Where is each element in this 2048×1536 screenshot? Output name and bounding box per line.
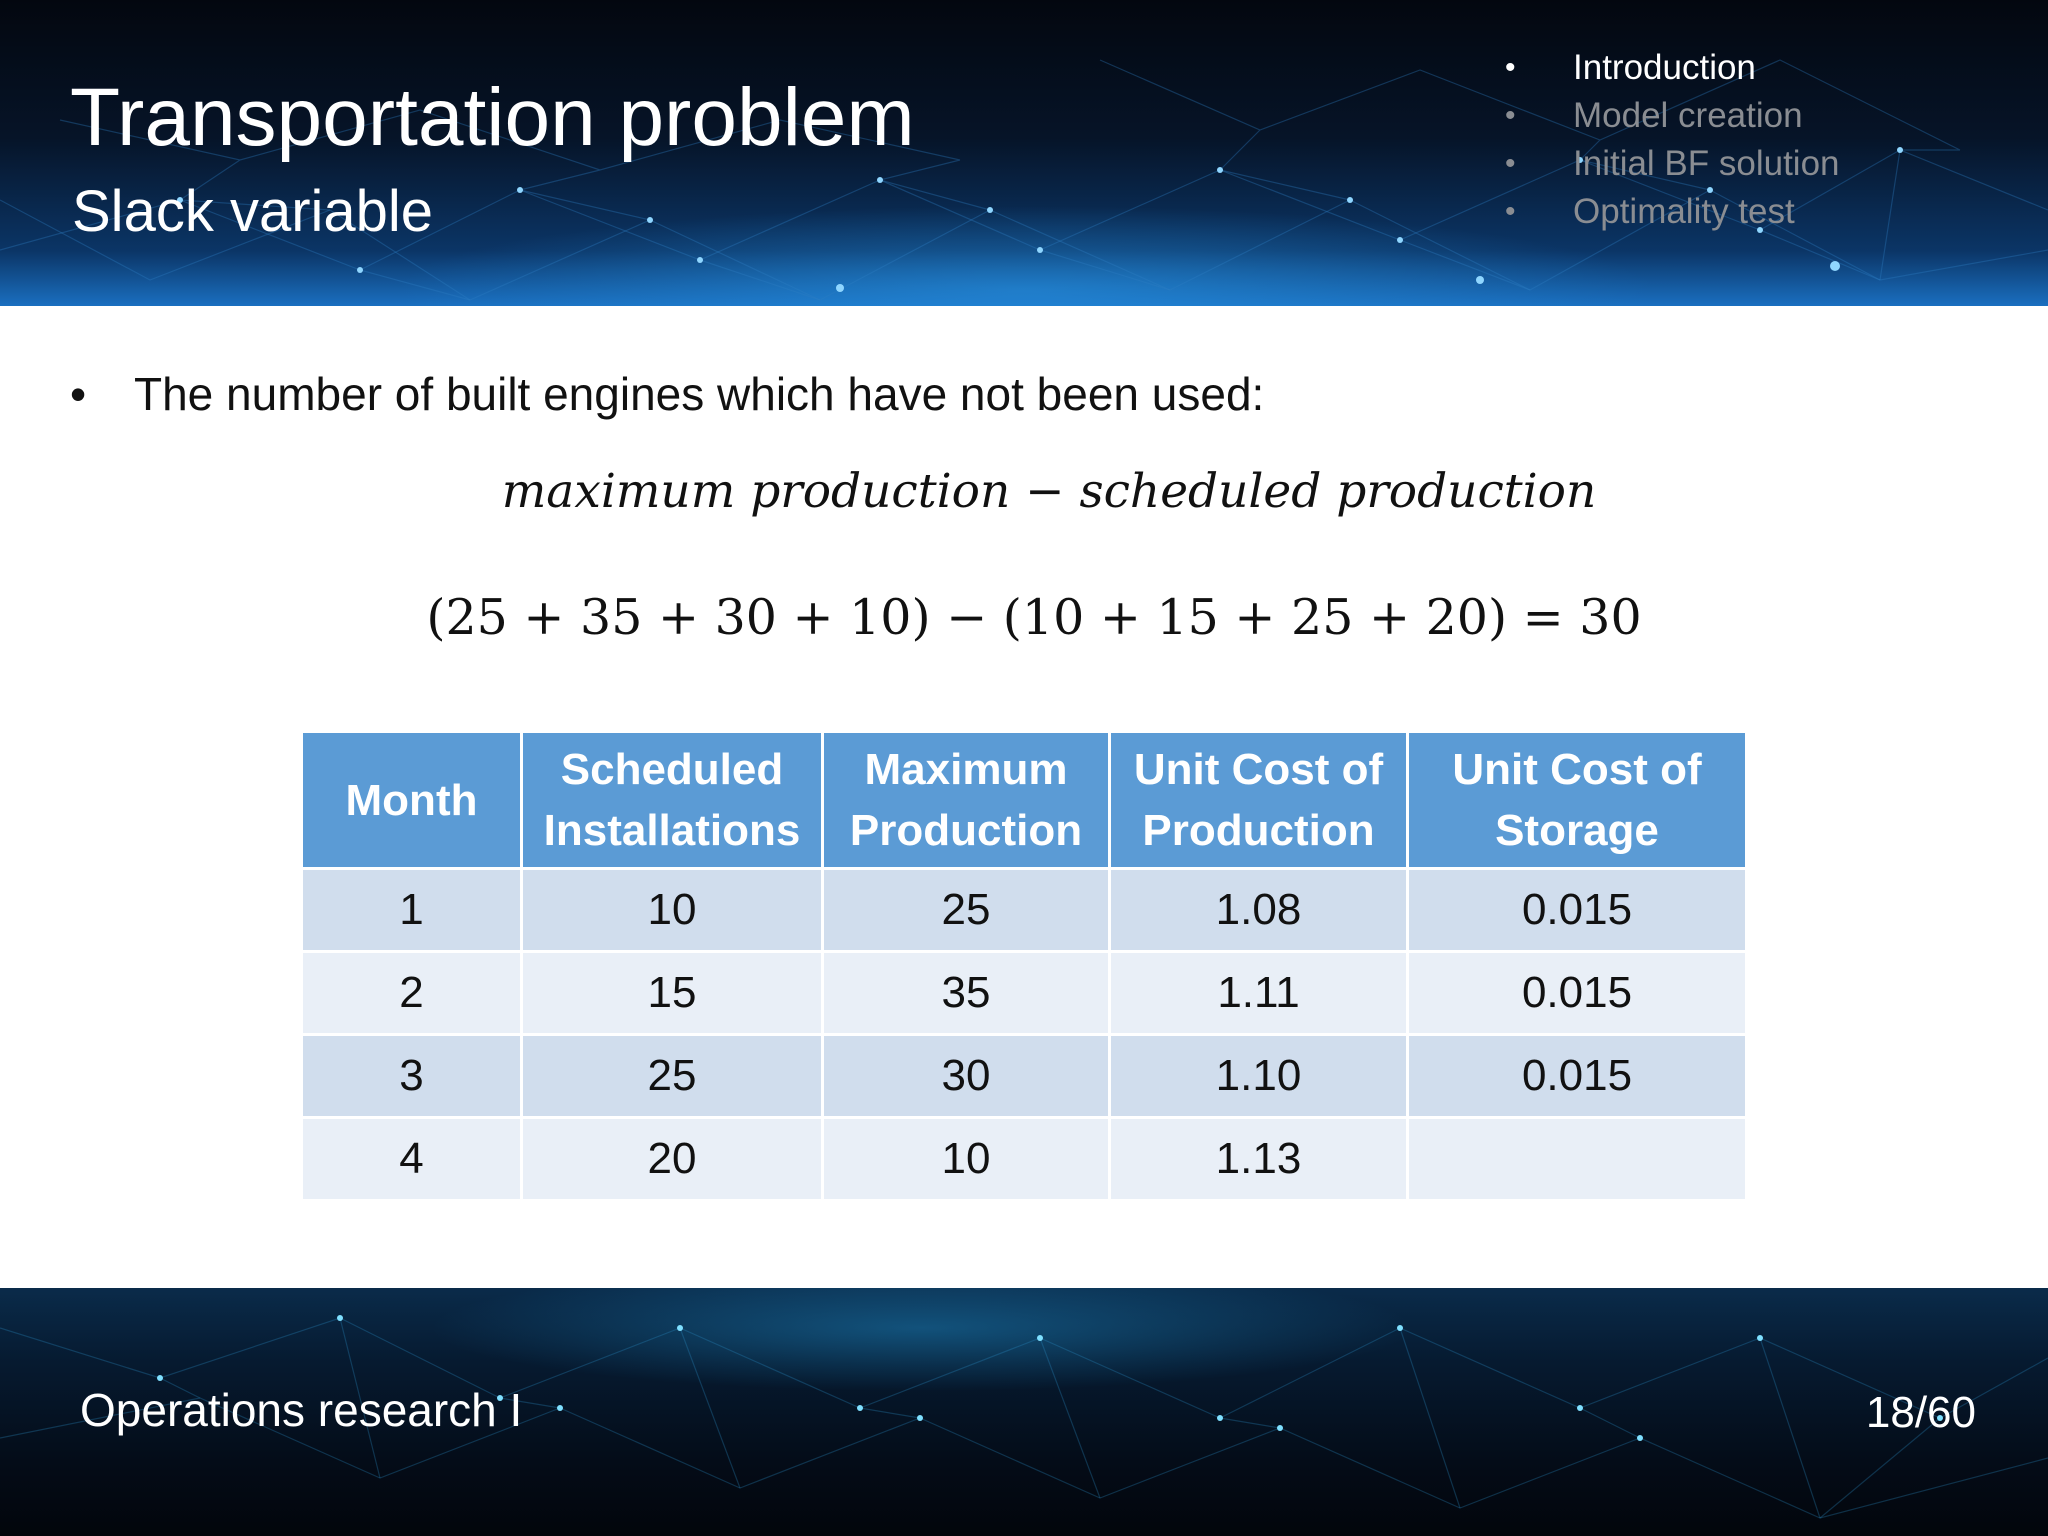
table-cell: 0.015 (1409, 870, 1745, 950)
header-banner: Transportation problem Slack variable • … (0, 0, 2048, 306)
table-header-row: Month Scheduled Installations Maximum Prod… (303, 733, 1745, 867)
table-cell: 1.08 (1111, 870, 1406, 950)
network-background (0, 1315, 2048, 1519)
production-table: Month Scheduled Installations Maximum Prod… (300, 730, 1748, 1202)
table-cell: 10 (523, 870, 821, 950)
network-background (0, 59, 2048, 301)
nav-item-label: Optimality test (1573, 192, 1795, 231)
nav-item-label: Introduction (1573, 48, 1756, 87)
section-nav: • Introduction • Model creation • Initia… (1505, 44, 1840, 236)
bullet-icon: • (1505, 147, 1516, 180)
table-cell: 25 (523, 1036, 821, 1116)
table-cell: 0.015 (1409, 1036, 1745, 1116)
table-cell: 3 (303, 1036, 520, 1116)
nav-item-model-creation[interactable]: • Model creation (1505, 92, 1840, 140)
page-number: 18/60 (1865, 1388, 1976, 1437)
table-cell: 0.015 (1409, 953, 1745, 1033)
table-row: 3 25 30 1.10 0.015 (303, 1036, 1745, 1116)
header-unit-cost-storage: Unit Cost of Storage (1409, 733, 1745, 867)
header-scheduled-installations: Scheduled Installations (523, 733, 821, 867)
table-cell: 1.10 (1111, 1036, 1406, 1116)
table-cell (1409, 1119, 1745, 1199)
nav-item-introduction[interactable]: • Introduction (1505, 44, 1840, 92)
table-cell: 1 (303, 870, 520, 950)
nav-item-label: Model creation (1573, 96, 1803, 135)
nav-item-optimality-test[interactable]: • Optimality test (1505, 188, 1840, 236)
table-cell: 25 (824, 870, 1108, 950)
table-cell: 1.11 (1111, 953, 1406, 1033)
bullet-icon: • (1505, 99, 1516, 132)
bullet-icon: • (70, 368, 87, 420)
table-cell: 1.13 (1111, 1119, 1406, 1199)
nav-item-initial-bf-solution[interactable]: • Initial BF solution (1505, 140, 1840, 188)
bullet-icon: • (1505, 195, 1516, 228)
table-row: 2 15 35 1.11 0.015 (303, 953, 1745, 1033)
table-cell: 30 (824, 1036, 1108, 1116)
bullet-icon: • (1505, 51, 1516, 84)
table-cell: 2 (303, 953, 520, 1033)
table-cell: 35 (824, 953, 1108, 1033)
bullet-text: The number of built engines which have n… (134, 368, 1265, 420)
slide-title: Transportation problem (70, 72, 915, 163)
header-maximum-production: Maximum Production (824, 733, 1108, 867)
table-row: 1 10 25 1.08 0.015 (303, 870, 1745, 950)
formula-calculation: (25 + 35 + 30 + 10) − (10 + 15 + 25 + 20… (426, 589, 1642, 646)
table-row: 4 20 10 1.13 (303, 1119, 1745, 1199)
course-name: Operations research I (80, 1384, 523, 1436)
table-cell: 20 (523, 1119, 821, 1199)
table-cell: 10 (824, 1119, 1108, 1199)
formula-expression: maximum production − scheduled productio… (501, 464, 1597, 519)
table-cell: 4 (303, 1119, 520, 1199)
nav-item-label: Initial BF solution (1573, 144, 1840, 183)
table-cell: 15 (523, 953, 821, 1033)
slide-subtitle: Slack variable (72, 179, 434, 244)
header-month: Month (303, 733, 520, 867)
footer-banner: Operations research I 18/60 (0, 1288, 2048, 1536)
header-unit-cost-production: Unit Cost of Production (1111, 733, 1406, 867)
